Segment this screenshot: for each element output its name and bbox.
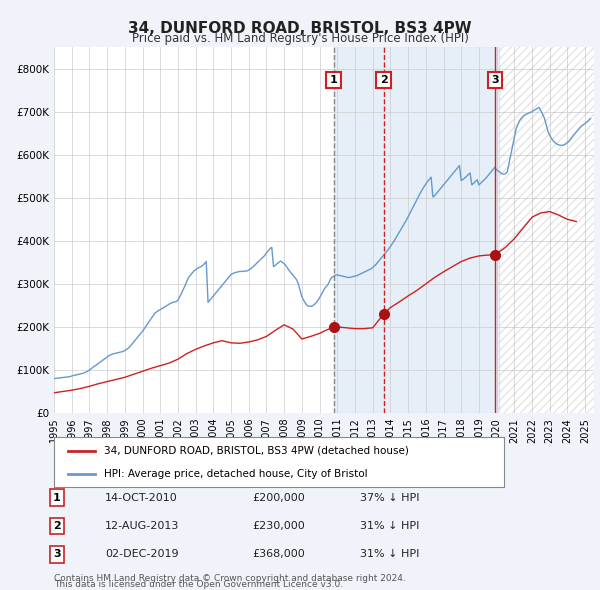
Text: 1: 1 — [329, 75, 337, 85]
Bar — [334, 47, 499, 413]
Text: This data is licensed under the Open Government Licence v3.0.: This data is licensed under the Open Gov… — [54, 580, 343, 589]
Text: 12-AUG-2013: 12-AUG-2013 — [105, 521, 179, 531]
Text: 2: 2 — [380, 75, 388, 85]
Text: 2: 2 — [53, 521, 61, 531]
Text: 37% ↓ HPI: 37% ↓ HPI — [360, 493, 419, 503]
Text: 14-OCT-2010: 14-OCT-2010 — [105, 493, 178, 503]
Text: Contains HM Land Registry data © Crown copyright and database right 2024.: Contains HM Land Registry data © Crown c… — [54, 574, 406, 583]
Text: 31% ↓ HPI: 31% ↓ HPI — [360, 521, 419, 531]
Text: £368,000: £368,000 — [252, 549, 305, 559]
Text: 3: 3 — [53, 549, 61, 559]
Text: 31% ↓ HPI: 31% ↓ HPI — [360, 549, 419, 559]
Text: £200,000: £200,000 — [252, 493, 305, 503]
Text: £230,000: £230,000 — [252, 521, 305, 531]
Text: 34, DUNFORD ROAD, BRISTOL, BS3 4PW (detached house): 34, DUNFORD ROAD, BRISTOL, BS3 4PW (deta… — [104, 445, 409, 455]
Text: HPI: Average price, detached house, City of Bristol: HPI: Average price, detached house, City… — [104, 469, 367, 479]
Text: Price paid vs. HM Land Registry's House Price Index (HPI): Price paid vs. HM Land Registry's House … — [131, 32, 469, 45]
Text: 1: 1 — [53, 493, 61, 503]
Text: 34, DUNFORD ROAD, BRISTOL, BS3 4PW: 34, DUNFORD ROAD, BRISTOL, BS3 4PW — [128, 21, 472, 35]
Text: 3: 3 — [491, 75, 499, 85]
Text: 02-DEC-2019: 02-DEC-2019 — [105, 549, 179, 559]
